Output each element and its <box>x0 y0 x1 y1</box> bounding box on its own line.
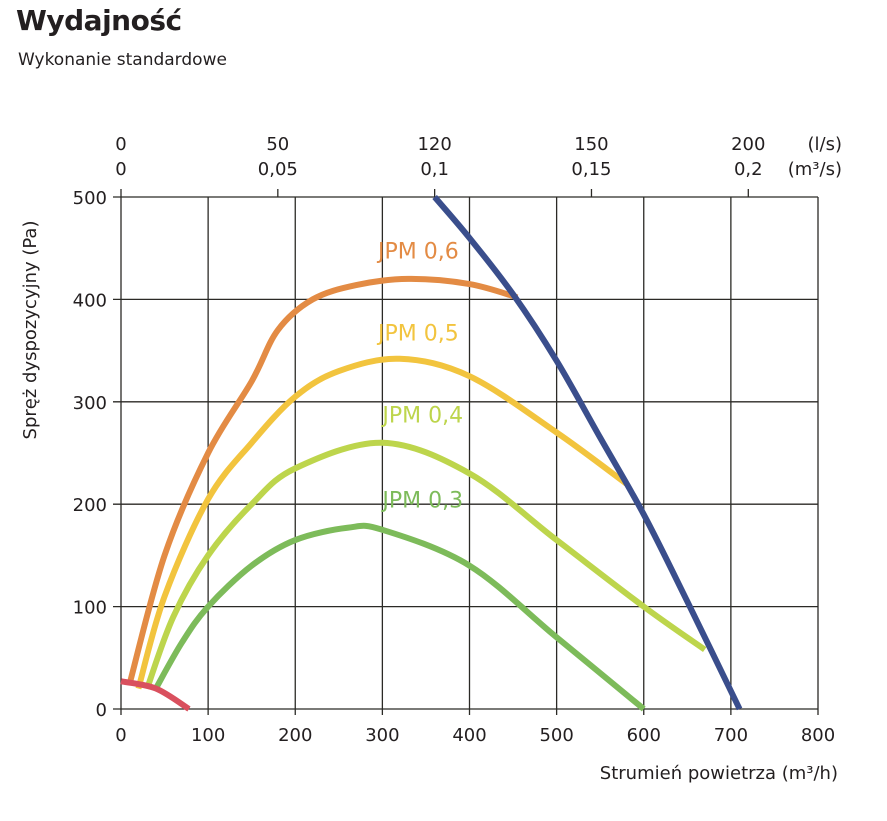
top-tick-label-ls: 150 <box>574 134 608 155</box>
x-tick-label: 600 <box>627 725 661 746</box>
series-curve-jpm-0-3 <box>153 522 646 712</box>
x-tick-label: 100 <box>191 725 225 746</box>
series-label: JPM 0,5 <box>376 321 459 346</box>
series-label: JPM 0,3 <box>380 488 463 513</box>
series-curve-jpm-0-5 <box>135 355 629 690</box>
top-tick-label-m3s: 0,2 <box>734 159 763 180</box>
series-curve-line-4 <box>432 195 743 711</box>
series-label: JPM 0,6 <box>376 239 459 264</box>
top-tick-label-ls: 0 <box>115 134 126 155</box>
series-curve-jpm-0-4 <box>144 439 707 690</box>
x-tick-label: 700 <box>714 725 748 746</box>
top-tick-label-m3s: 0,15 <box>571 159 611 180</box>
top-axis-unit-ls: (l/s) <box>808 134 843 155</box>
top-tick-label-ls: 200 <box>731 134 765 155</box>
top-tick-label-ls: 120 <box>417 134 451 155</box>
series-curve-line-5 <box>120 678 191 712</box>
y-tick-label: 400 <box>73 290 107 311</box>
x-tick-label: 300 <box>365 725 399 746</box>
x-tick-label: 0 <box>115 725 126 746</box>
series-label: JPM 0,4 <box>380 403 463 428</box>
x-tick-label: 800 <box>801 725 835 746</box>
x-tick-label: 400 <box>452 725 486 746</box>
top-axis-unit-m3s: (m³/s) <box>788 159 842 180</box>
x-tick-label: 500 <box>539 725 573 746</box>
series-curve-jpm-0-6 <box>126 275 519 685</box>
page-subtitle: Wykonanie standardowe <box>18 50 227 70</box>
y-axis-label: Spręż dyspozycyjny (Pa) <box>20 221 41 440</box>
top-tick-label-ls: 50 <box>266 134 289 155</box>
y-tick-label: 300 <box>73 393 107 414</box>
top-tick-label-m3s: 0,05 <box>258 159 298 180</box>
x-tick-label: 200 <box>278 725 312 746</box>
page-title: Wydajność <box>16 4 182 37</box>
x-axis-label: Strumień powietrza (m³/h) <box>600 763 838 784</box>
y-tick-label: 200 <box>73 495 107 516</box>
y-tick-label: 500 <box>73 188 107 209</box>
y-tick-label: 100 <box>73 598 107 619</box>
top-tick-label-m3s: 0,1 <box>420 159 449 180</box>
y-tick-label: 0 <box>96 700 107 721</box>
top-tick-label-m3s: 0 <box>115 159 126 180</box>
